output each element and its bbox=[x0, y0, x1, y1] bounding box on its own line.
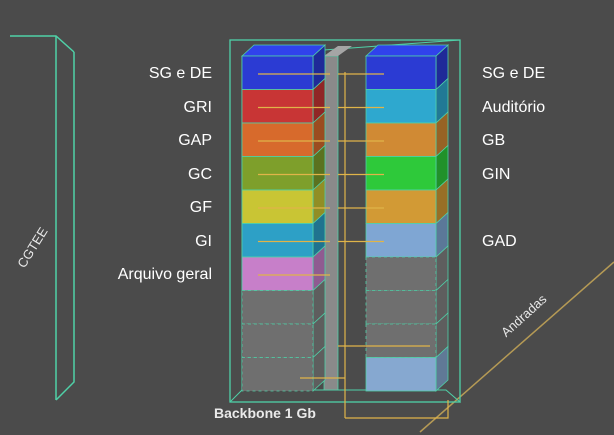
right-tower-floor-5 bbox=[365, 189, 437, 224]
left-tower-floor-4 bbox=[241, 156, 314, 191]
right-tower-floor-7 bbox=[365, 256, 437, 291]
left-tower-floor-10 bbox=[241, 357, 314, 392]
right-floor-label-1: SG e DE bbox=[482, 65, 546, 82]
right-floor-label-4: GIN bbox=[482, 165, 511, 183]
left-floor-label-7: Arquivo geral bbox=[117, 266, 212, 283]
left-floor-label-1: SG e DE bbox=[148, 65, 212, 82]
left-tower-floor-6 bbox=[241, 223, 314, 258]
left-tower-floor-9 bbox=[241, 323, 314, 358]
left-tower-floor-7 bbox=[241, 256, 314, 291]
left-floor-label-6: GI bbox=[195, 232, 212, 250]
left-floor-label-4: GC bbox=[188, 165, 212, 183]
right-tower-floor-4 bbox=[365, 156, 437, 191]
left-floor-label-5: GF bbox=[189, 199, 212, 216]
backbone-label: Backbone 1 Gb bbox=[214, 405, 316, 421]
left-tower-floor-8 bbox=[241, 290, 314, 325]
backbone-spine bbox=[323, 55, 339, 391]
left-tower-floor-5 bbox=[241, 189, 314, 224]
right-floor-label-2: Auditório bbox=[482, 98, 546, 116]
right-tower-floor-8 bbox=[365, 290, 437, 325]
right-tower-floor-2 bbox=[365, 89, 437, 124]
right-floor-label-3: GB bbox=[482, 132, 506, 149]
left-floor-label-2: GRI bbox=[183, 98, 212, 116]
right-tower-floor-10 bbox=[365, 357, 437, 392]
right-tower-floor-1 bbox=[365, 55, 437, 90]
left-floor-label-3: GAP bbox=[178, 132, 212, 149]
right-tower-floor-1-top bbox=[364, 44, 450, 57]
right-tower-floor-6 bbox=[365, 223, 437, 258]
right-tower-floor-3 bbox=[365, 122, 437, 157]
left-tower-floor-2 bbox=[241, 89, 314, 124]
right-floor-label-6: GAD bbox=[482, 232, 517, 250]
left-tower-floor-1 bbox=[241, 55, 314, 90]
cable-to-street bbox=[345, 400, 449, 419]
cgtee-outline-side bbox=[55, 52, 75, 401]
cgtee-outline-top bbox=[10, 35, 75, 53]
building-corner-line bbox=[229, 389, 243, 403]
left-tower-floor-3 bbox=[241, 122, 314, 157]
right-tower-floor-9 bbox=[365, 323, 437, 358]
andradas-street-line bbox=[419, 261, 614, 433]
left-tower-floor-1-top bbox=[240, 44, 327, 57]
backbone-spine-top bbox=[324, 46, 352, 56]
